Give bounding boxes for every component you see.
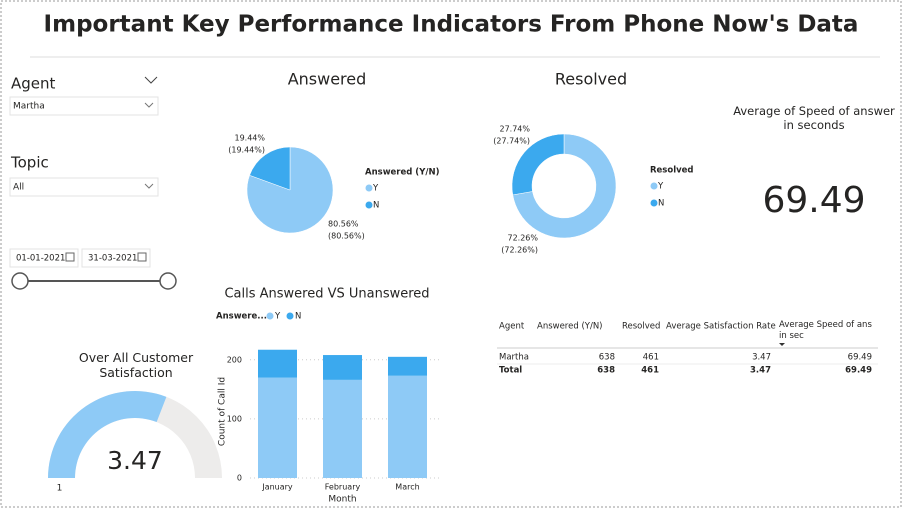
- bar-segment: [323, 379, 362, 478]
- legend-title: Answered (Y/N): [365, 168, 440, 178]
- data-label: (80.56%): [328, 232, 365, 241]
- date-input[interactable]: [9, 248, 79, 268]
- donut-slice: [512, 133, 617, 239]
- table-header: Agent: [499, 322, 525, 332]
- bar-segment: [258, 349, 297, 378]
- slider-handle[interactable]: [11, 272, 29, 290]
- table-header: Answered (Y/N): [537, 322, 603, 332]
- y-axis-label: Count of Call Id: [218, 377, 228, 446]
- sort-arrow: [779, 343, 785, 346]
- legend-marker: [266, 312, 274, 320]
- gauge-title: Over All Customer Satisfaction: [78, 350, 194, 380]
- table-cell: 69.49: [848, 353, 872, 363]
- legend-marker: [365, 184, 373, 192]
- legend-marker: [365, 201, 373, 209]
- slider-handle[interactable]: [159, 272, 177, 290]
- legend-item: Y: [372, 184, 379, 194]
- card-value: 69.49: [762, 180, 865, 221]
- card-label: Average of Speed of answer in seconds: [733, 104, 895, 132]
- chart-title: Calls Answered VS Unanswered: [224, 287, 429, 302]
- table-cell: 69.49: [845, 366, 872, 376]
- filter-label: Topic: [10, 154, 49, 172]
- data-label: (27.74%): [493, 137, 530, 146]
- table-cell: 3.47: [750, 366, 771, 376]
- legend-marker: [650, 199, 658, 207]
- gauge-fill: [48, 390, 167, 478]
- dropdown[interactable]: [9, 177, 159, 197]
- donut-slice: [511, 133, 565, 196]
- y-tick-label: 100: [227, 414, 242, 423]
- bar-segment: [323, 355, 362, 380]
- legend-item: N: [658, 199, 664, 209]
- x-tick-label: January: [261, 483, 293, 492]
- chevron: [144, 102, 154, 108]
- chevron: [144, 183, 154, 189]
- dropdown-value: All: [13, 183, 24, 193]
- data-label: 27.74%: [499, 125, 530, 134]
- gauge-value: 3.47: [107, 446, 163, 475]
- data-label: (19.44%): [228, 146, 265, 155]
- filter-label: Agent: [11, 75, 56, 93]
- y-tick-label: 0: [237, 474, 242, 483]
- legend-item: Y: [657, 182, 664, 192]
- calendar-icon: [65, 252, 75, 262]
- data-label: 19.44%: [234, 134, 265, 143]
- chart-title: Answered: [288, 70, 367, 89]
- dropdown[interactable]: [9, 96, 159, 116]
- table-cell: 638: [599, 353, 615, 363]
- chart-title: Resolved: [555, 70, 627, 89]
- x-tick-label: February: [325, 483, 361, 492]
- bar-segment: [388, 356, 427, 376]
- y-tick-label: 200: [227, 355, 242, 364]
- data-label: (72.26%): [501, 246, 538, 255]
- table-cell: 461: [641, 366, 659, 376]
- page-title: Important Key Performance Indicators Fro…: [44, 12, 859, 38]
- table-cell: 461: [643, 353, 659, 363]
- legend-marker: [286, 312, 294, 320]
- table-header: Resolved: [622, 322, 660, 332]
- dropdown-value: Martha: [13, 102, 45, 112]
- x-tick-label: March: [395, 483, 419, 492]
- bar-segment: [258, 377, 297, 478]
- data-label: 80.56%: [328, 220, 359, 229]
- data-label: 72.26%: [507, 234, 538, 243]
- legend-item: Y: [274, 312, 281, 322]
- gauge-min: 1: [57, 484, 63, 494]
- legend-title: Resolved: [650, 166, 694, 176]
- pie-slice: [249, 146, 291, 191]
- table-cell: 3.47: [752, 353, 771, 363]
- date-value: 31-03-2021: [88, 254, 137, 264]
- bar-segment: [388, 375, 427, 478]
- table-header: Average Speed of ans in sec: [779, 320, 872, 341]
- chevron[interactable]: [144, 76, 158, 84]
- table-cell: Martha: [499, 353, 529, 363]
- date-value: 01-01-2021: [16, 254, 65, 264]
- legend-title: Answere...: [216, 312, 267, 322]
- table-cell: Total: [499, 366, 522, 376]
- legend-marker: [650, 182, 658, 190]
- table-cell: 638: [597, 366, 615, 376]
- calendar-icon: [137, 252, 147, 262]
- table-header: Average Satisfaction Rate: [666, 322, 776, 332]
- legend-item: N: [373, 201, 379, 211]
- date-input[interactable]: [81, 248, 151, 268]
- legend-item: N: [295, 312, 301, 322]
- x-axis-label: Month: [328, 495, 356, 505]
